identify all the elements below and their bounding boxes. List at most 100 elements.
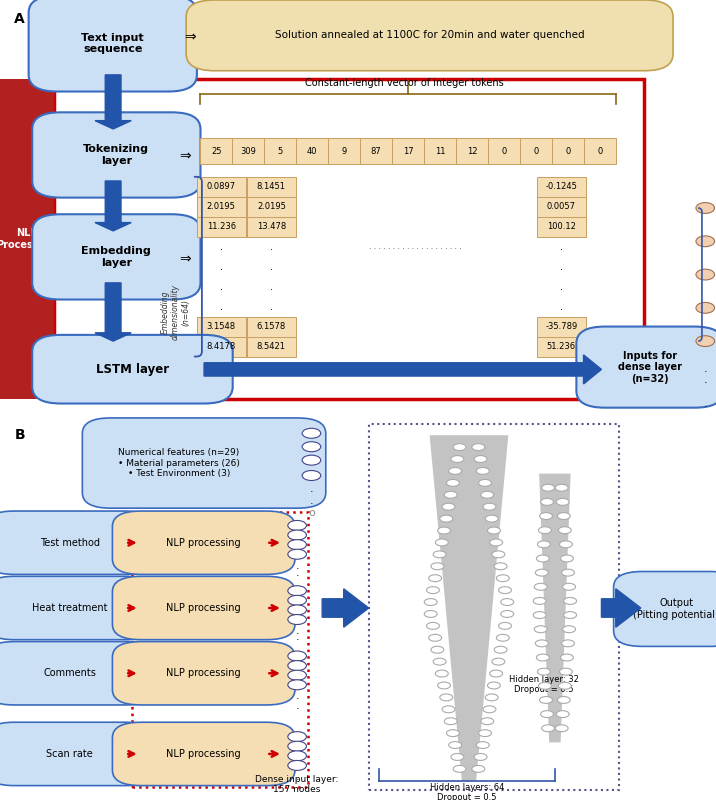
FancyArrow shape — [601, 589, 641, 627]
Text: Comments: Comments — [44, 668, 96, 678]
Text: Heat treatment: Heat treatment — [32, 603, 107, 613]
Text: .: . — [309, 496, 314, 506]
Text: 87: 87 — [371, 146, 382, 156]
Text: Hidden layer: 32
Dropout = 0.5: Hidden layer: 32 Dropout = 0.5 — [509, 675, 579, 694]
Circle shape — [533, 598, 546, 604]
Circle shape — [557, 513, 570, 519]
Circle shape — [288, 550, 306, 559]
Text: NLP processing: NLP processing — [166, 749, 241, 759]
Circle shape — [488, 682, 500, 689]
Circle shape — [478, 479, 491, 486]
Text: .: . — [703, 398, 707, 409]
Text: 309: 309 — [241, 146, 256, 156]
Text: .: . — [270, 302, 273, 311]
FancyBboxPatch shape — [0, 722, 154, 786]
FancyBboxPatch shape — [29, 0, 197, 91]
Circle shape — [559, 541, 572, 548]
Circle shape — [558, 682, 571, 690]
FancyBboxPatch shape — [112, 511, 295, 574]
FancyBboxPatch shape — [392, 138, 424, 164]
Circle shape — [538, 668, 551, 675]
Text: NLP
Processing: NLP Processing — [0, 229, 57, 250]
Circle shape — [534, 626, 547, 633]
FancyBboxPatch shape — [537, 337, 586, 357]
Circle shape — [478, 730, 491, 737]
FancyBboxPatch shape — [197, 217, 246, 237]
Circle shape — [563, 626, 576, 633]
FancyBboxPatch shape — [456, 138, 488, 164]
Circle shape — [536, 654, 549, 661]
Circle shape — [540, 513, 553, 519]
FancyBboxPatch shape — [112, 642, 295, 705]
Circle shape — [557, 697, 570, 703]
FancyBboxPatch shape — [200, 138, 233, 164]
Circle shape — [556, 710, 569, 718]
Circle shape — [288, 540, 306, 550]
Circle shape — [559, 668, 572, 675]
FancyBboxPatch shape — [520, 138, 552, 164]
FancyBboxPatch shape — [197, 317, 246, 337]
Circle shape — [302, 470, 321, 481]
Circle shape — [444, 718, 457, 725]
FancyBboxPatch shape — [488, 138, 520, 164]
Circle shape — [288, 530, 306, 540]
Circle shape — [447, 479, 460, 486]
Circle shape — [453, 766, 466, 772]
Text: .: . — [270, 242, 273, 252]
Circle shape — [302, 455, 321, 465]
Circle shape — [288, 670, 306, 680]
Circle shape — [542, 484, 555, 491]
Text: 100.12: 100.12 — [547, 222, 576, 231]
Circle shape — [555, 725, 568, 732]
Circle shape — [488, 527, 500, 534]
Circle shape — [561, 555, 574, 562]
Text: 13.478: 13.478 — [257, 222, 286, 231]
Circle shape — [485, 515, 498, 522]
Text: 0: 0 — [597, 146, 602, 156]
Circle shape — [483, 706, 496, 713]
Text: .: . — [295, 561, 299, 570]
Text: 0.0057: 0.0057 — [547, 202, 576, 211]
FancyBboxPatch shape — [112, 722, 295, 786]
Circle shape — [490, 670, 503, 677]
FancyBboxPatch shape — [233, 138, 264, 164]
FancyArrow shape — [322, 589, 369, 627]
Circle shape — [496, 574, 509, 582]
Circle shape — [288, 661, 306, 670]
Circle shape — [451, 754, 464, 761]
Circle shape — [302, 442, 321, 452]
Text: NLP processing: NLP processing — [166, 668, 241, 678]
Text: 0: 0 — [565, 146, 571, 156]
Circle shape — [555, 484, 568, 491]
FancyBboxPatch shape — [247, 197, 296, 217]
Circle shape — [561, 640, 574, 647]
Text: .: . — [560, 282, 563, 292]
Text: NLP processing: NLP processing — [166, 603, 241, 613]
FancyBboxPatch shape — [197, 197, 246, 217]
Text: 8.4178: 8.4178 — [207, 342, 236, 351]
Circle shape — [696, 302, 715, 314]
Circle shape — [561, 569, 574, 576]
Circle shape — [427, 586, 440, 594]
Text: .: . — [560, 242, 563, 252]
Text: Embedding
dimensionality
(n=64): Embedding dimensionality (n=64) — [160, 284, 190, 340]
Circle shape — [427, 622, 440, 630]
FancyBboxPatch shape — [247, 217, 296, 237]
Circle shape — [472, 766, 485, 772]
Text: 5: 5 — [278, 146, 283, 156]
Circle shape — [534, 583, 547, 590]
FancyBboxPatch shape — [32, 112, 200, 198]
FancyBboxPatch shape — [614, 571, 716, 646]
Text: Output
(Pitting potential): Output (Pitting potential) — [634, 598, 716, 620]
Text: 25: 25 — [211, 146, 222, 156]
Circle shape — [449, 467, 462, 474]
Text: $\Rightarrow$: $\Rightarrow$ — [177, 148, 193, 162]
FancyBboxPatch shape — [424, 138, 456, 164]
Text: 11.236: 11.236 — [207, 222, 236, 231]
Circle shape — [442, 706, 455, 713]
Circle shape — [536, 640, 548, 647]
Text: .: . — [220, 302, 223, 311]
Text: 6.1578: 6.1578 — [257, 322, 286, 331]
Text: Test method: Test method — [40, 538, 100, 548]
Text: .: . — [295, 701, 299, 711]
